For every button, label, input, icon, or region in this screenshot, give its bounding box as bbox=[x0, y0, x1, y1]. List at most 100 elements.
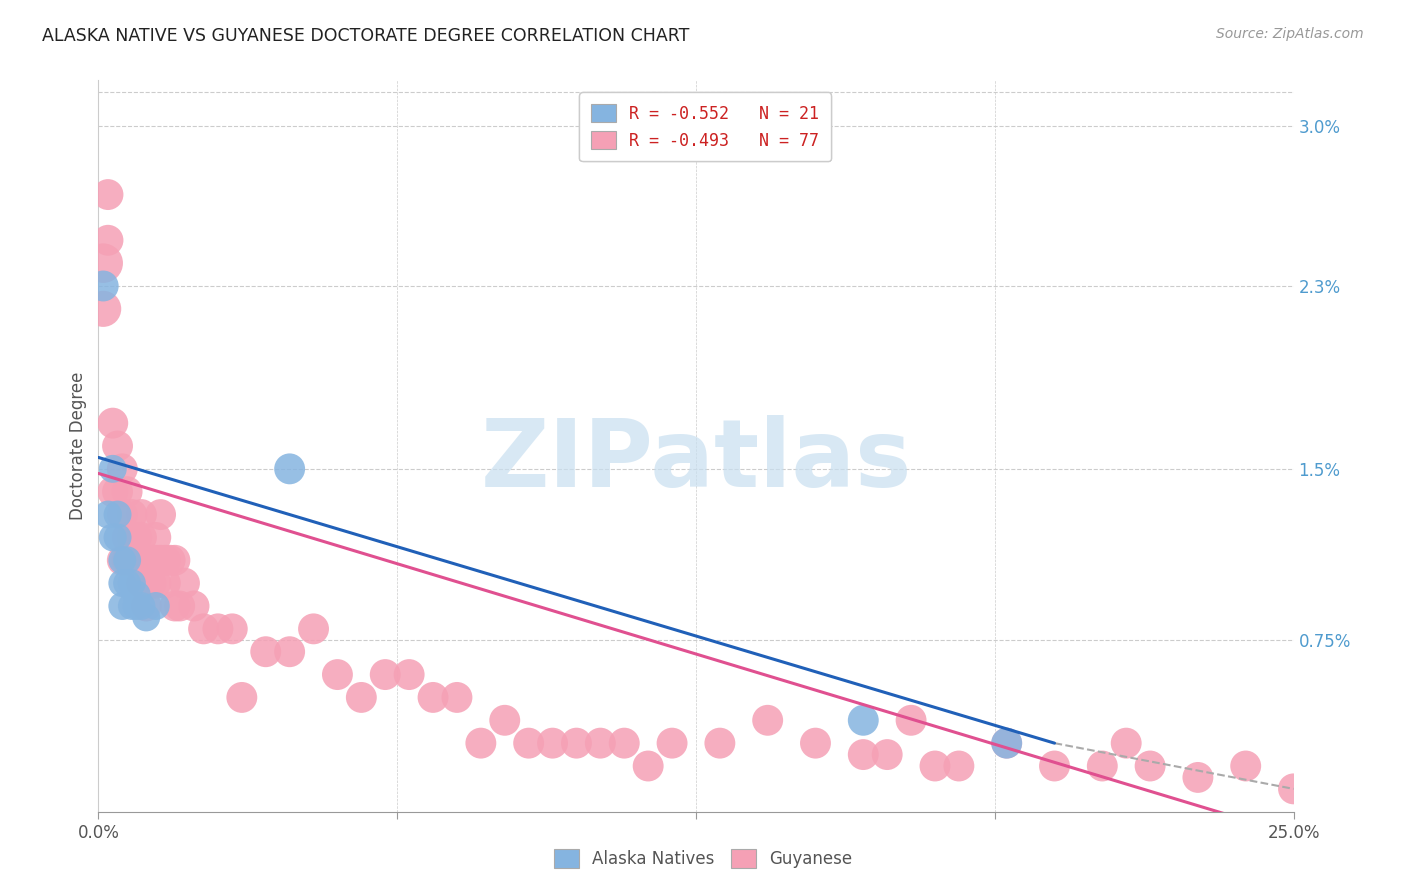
Point bbox=[139, 576, 162, 591]
Point bbox=[948, 759, 970, 773]
Text: Source: ZipAtlas.com: Source: ZipAtlas.com bbox=[1216, 27, 1364, 41]
Legend: R = -0.552   N = 21, R = -0.493   N = 77: R = -0.552 N = 21, R = -0.493 N = 77 bbox=[579, 92, 831, 161]
Point bbox=[91, 256, 114, 270]
Point bbox=[121, 553, 143, 567]
Point bbox=[101, 416, 124, 430]
Point bbox=[900, 714, 922, 728]
Point bbox=[107, 508, 129, 522]
Point bbox=[135, 553, 157, 567]
Point bbox=[149, 508, 172, 522]
Point bbox=[135, 599, 157, 613]
Point bbox=[139, 553, 162, 567]
Point bbox=[756, 714, 779, 728]
Point bbox=[589, 736, 612, 750]
Point bbox=[145, 553, 167, 567]
Point bbox=[149, 553, 172, 567]
Point bbox=[446, 690, 468, 705]
Point bbox=[804, 736, 827, 750]
Point bbox=[121, 508, 143, 522]
Point bbox=[131, 508, 153, 522]
Point bbox=[1234, 759, 1257, 773]
Point bbox=[155, 553, 177, 567]
Point bbox=[121, 576, 143, 591]
Point bbox=[278, 645, 301, 659]
Point bbox=[661, 736, 683, 750]
Point bbox=[101, 462, 124, 476]
Point bbox=[278, 462, 301, 476]
Point bbox=[852, 714, 875, 728]
Point bbox=[131, 599, 153, 613]
Text: ALASKA NATIVE VS GUYANESE DOCTORATE DEGREE CORRELATION CHART: ALASKA NATIVE VS GUYANESE DOCTORATE DEGR… bbox=[42, 27, 689, 45]
Point bbox=[115, 576, 138, 591]
Point bbox=[115, 553, 138, 567]
Point bbox=[302, 622, 325, 636]
Point bbox=[107, 484, 129, 499]
Point bbox=[541, 736, 564, 750]
Point bbox=[163, 553, 186, 567]
Point bbox=[193, 622, 215, 636]
Legend: Alaska Natives, Guyanese: Alaska Natives, Guyanese bbox=[547, 843, 859, 875]
Point bbox=[111, 508, 134, 522]
Point bbox=[111, 599, 134, 613]
Point bbox=[494, 714, 516, 728]
Point bbox=[135, 610, 157, 624]
Y-axis label: Doctorate Degree: Doctorate Degree bbox=[69, 372, 87, 520]
Point bbox=[231, 690, 253, 705]
Point bbox=[111, 553, 134, 567]
Point bbox=[995, 736, 1018, 750]
Point bbox=[613, 736, 636, 750]
Point bbox=[111, 576, 134, 591]
Point bbox=[517, 736, 540, 750]
Point bbox=[145, 599, 167, 613]
Point bbox=[115, 530, 138, 544]
Point bbox=[159, 553, 181, 567]
Point bbox=[995, 736, 1018, 750]
Point bbox=[131, 576, 153, 591]
Point bbox=[97, 233, 120, 247]
Point bbox=[155, 576, 177, 591]
Point bbox=[145, 576, 167, 591]
Point bbox=[374, 667, 396, 681]
Point bbox=[125, 588, 148, 602]
Point bbox=[398, 667, 420, 681]
Point bbox=[326, 667, 349, 681]
Point bbox=[91, 301, 114, 316]
Point bbox=[121, 599, 143, 613]
Point bbox=[221, 622, 243, 636]
Point bbox=[145, 530, 167, 544]
Point bbox=[91, 279, 114, 293]
Point bbox=[637, 759, 659, 773]
Point bbox=[1043, 759, 1066, 773]
Point bbox=[1115, 736, 1137, 750]
Point bbox=[183, 599, 205, 613]
Point bbox=[107, 530, 129, 544]
Point bbox=[115, 553, 138, 567]
Point bbox=[107, 439, 129, 453]
Point bbox=[207, 622, 229, 636]
Point bbox=[115, 484, 138, 499]
Point bbox=[350, 690, 373, 705]
Point bbox=[852, 747, 875, 762]
Point bbox=[131, 530, 153, 544]
Point bbox=[173, 576, 195, 591]
Point bbox=[125, 553, 148, 567]
Point bbox=[1282, 781, 1305, 796]
Point bbox=[1091, 759, 1114, 773]
Point bbox=[1187, 771, 1209, 785]
Point bbox=[111, 462, 134, 476]
Point bbox=[111, 553, 134, 567]
Point bbox=[101, 484, 124, 499]
Point bbox=[565, 736, 588, 750]
Point bbox=[121, 530, 143, 544]
Point bbox=[125, 530, 148, 544]
Point bbox=[422, 690, 444, 705]
Point bbox=[163, 599, 186, 613]
Point bbox=[470, 736, 492, 750]
Point bbox=[876, 747, 898, 762]
Text: ZIPatlas: ZIPatlas bbox=[481, 415, 911, 507]
Point bbox=[254, 645, 277, 659]
Point bbox=[97, 187, 120, 202]
Point bbox=[1139, 759, 1161, 773]
Point bbox=[101, 530, 124, 544]
Point bbox=[169, 599, 191, 613]
